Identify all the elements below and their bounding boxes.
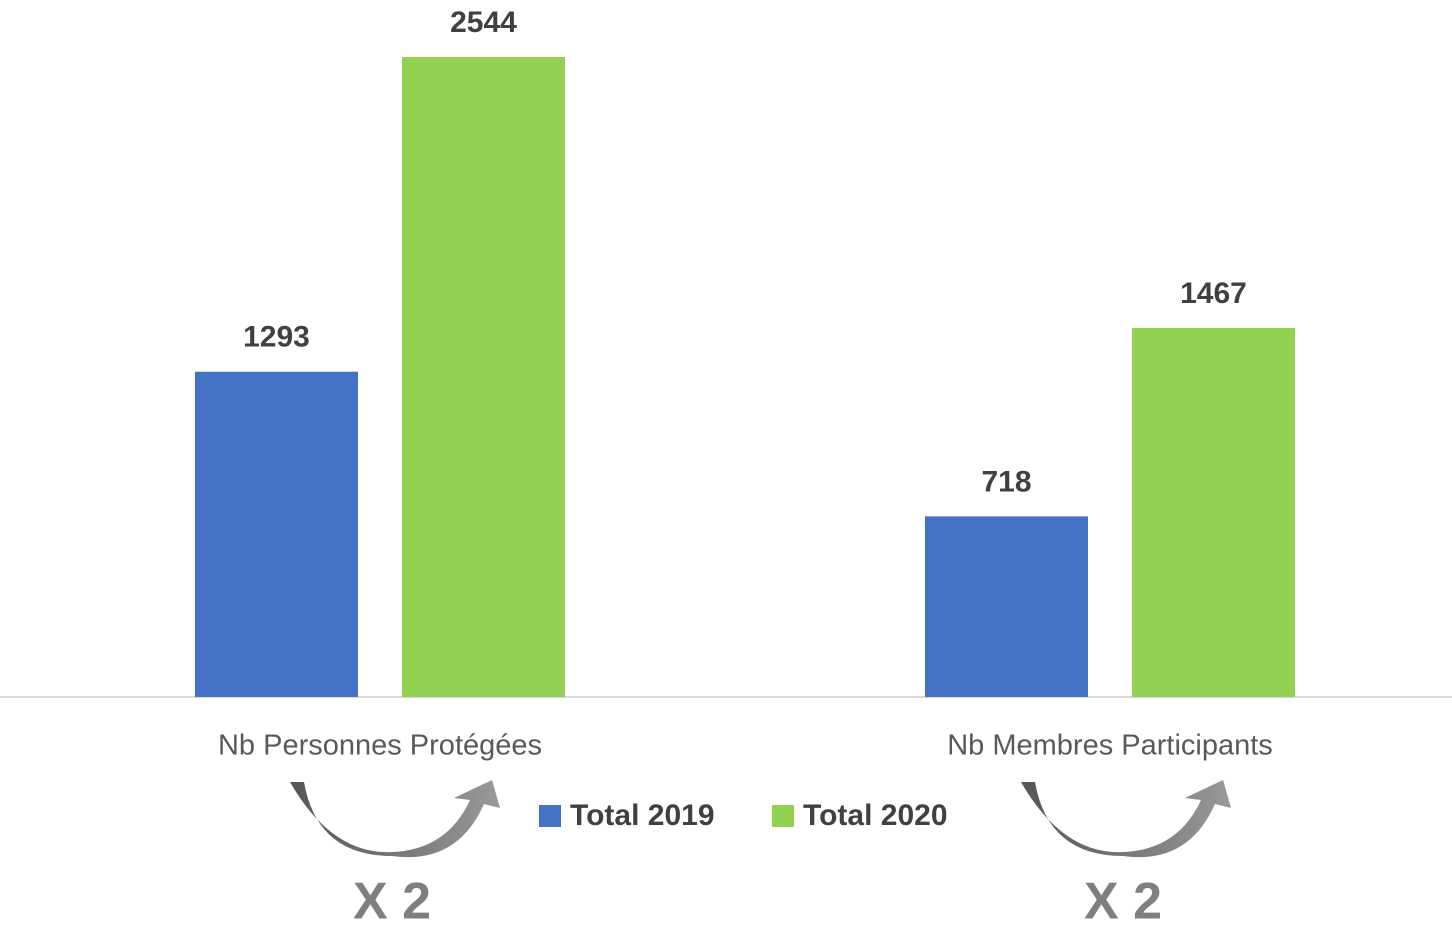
data-label: 1467 xyxy=(1180,277,1247,310)
bar xyxy=(402,57,565,697)
curved-arrow xyxy=(290,780,500,858)
legend-swatch xyxy=(539,805,561,827)
bar xyxy=(925,516,1088,697)
legend-label: Total 2019 xyxy=(570,799,715,832)
curved-arrow xyxy=(1021,780,1231,858)
legend-swatch xyxy=(772,805,794,827)
bar xyxy=(195,371,358,697)
data-label: 1293 xyxy=(243,321,310,354)
annotation: X 2 xyxy=(353,873,431,930)
annotation: X 2 xyxy=(1084,873,1162,930)
category-label: Nb Membres Participants xyxy=(947,730,1273,762)
category-label: Nb Personnes Protégées xyxy=(218,730,542,762)
bar xyxy=(1132,327,1295,697)
data-label: 718 xyxy=(981,465,1031,498)
legend-label: Total 2020 xyxy=(803,799,948,832)
data-label: 2544 xyxy=(450,6,517,39)
